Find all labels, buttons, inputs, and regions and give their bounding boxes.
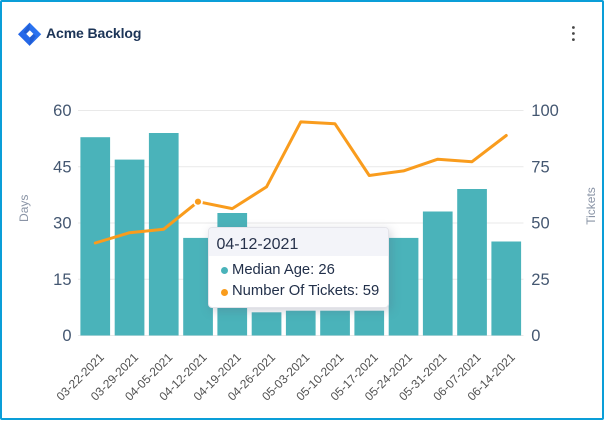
svg-text:30: 30 (53, 215, 71, 233)
svg-text:0: 0 (531, 327, 540, 345)
svg-text:Tickets: Tickets (584, 187, 598, 225)
svg-text:75: 75 (531, 158, 549, 176)
svg-text:60: 60 (53, 102, 71, 120)
svg-text:Days: Days (17, 195, 31, 222)
svg-text:50: 50 (531, 215, 549, 233)
svg-text:15: 15 (53, 271, 71, 289)
svg-text:100: 100 (531, 102, 559, 120)
svg-text:0: 0 (62, 327, 71, 345)
svg-text:25: 25 (531, 271, 549, 289)
svg-text:45: 45 (53, 158, 71, 176)
